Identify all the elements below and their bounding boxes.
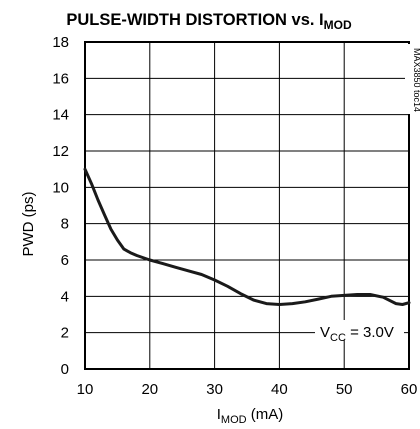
x-tick-label: 30 (206, 381, 223, 398)
y-tick-label: 6 (61, 252, 69, 269)
x-tick-label: 10 (77, 381, 94, 398)
y-tick-label: 8 (61, 216, 69, 233)
y-tick-label: 10 (52, 179, 69, 196)
y-tick-label: 18 (52, 34, 69, 51)
y-tick-label: 12 (52, 143, 69, 160)
x-tick-label: 50 (336, 381, 353, 398)
y-tick-label: 0 (61, 361, 69, 378)
annotation-background (315, 320, 404, 340)
x-tick-label: 20 (141, 381, 158, 398)
figure-id-label: MAX3850 toc14 (412, 48, 420, 112)
y-axis-label: PWD (ps) (20, 192, 37, 257)
grid-lines (85, 42, 409, 369)
y-tick-labels: 0 2 4 6 8 10 12 14 16 18 (52, 34, 69, 378)
pwd-series-line (83, 167, 411, 306)
x-tick-label: 60 (401, 381, 418, 398)
y-tick-label: 16 (52, 70, 69, 87)
chart-title: PULSE-WIDTH DISTORTION vs. IMOD (66, 11, 352, 32)
plot-frame (84, 41, 410, 370)
vcc-annotation: VCC = 3.0V (320, 324, 394, 344)
plot-border (84, 41, 410, 370)
x-axis-label: IMOD (mA) (217, 406, 284, 426)
y-tick-label: 14 (52, 107, 69, 124)
y-tick-label: 2 (61, 325, 69, 342)
figure-id-background (405, 44, 417, 114)
x-tick-label: 40 (271, 381, 288, 398)
y-tick-label: 4 (61, 288, 69, 305)
x-tick-labels: 10 20 30 40 50 60 (77, 381, 418, 398)
